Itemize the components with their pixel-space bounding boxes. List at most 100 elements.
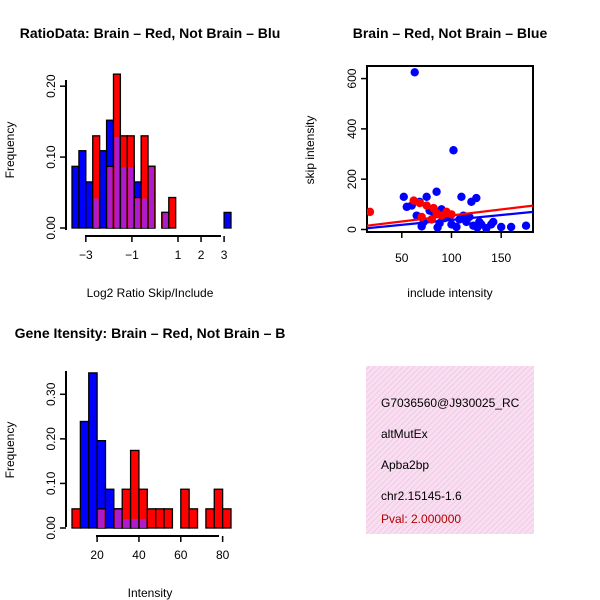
- ratio-bar-overlap-1: [107, 167, 113, 228]
- intensity-bar-brain-0: [71, 508, 82, 529]
- intensity-histogram: Gene Itensity: Brain – Red, Not Brain – …: [3, 325, 285, 600]
- scatter-point-not-brain-1: [449, 146, 458, 155]
- intensity-bar-overlap-4: [139, 519, 147, 528]
- scatter-point-not-brain-25: [521, 221, 531, 230]
- scatter-point-brain-8: [447, 210, 456, 219]
- intensity-bar-not-brain-1: [88, 372, 98, 529]
- intensity-bar-brain-11: [205, 508, 215, 529]
- scatter-point-brain-9: [427, 215, 436, 224]
- ratio-xtick-label-2: 1: [175, 248, 182, 262]
- scatter-plot-box: [366, 65, 534, 233]
- ratio-xtick-label-1: −1: [125, 248, 139, 262]
- scatter-point-not-brain-2: [399, 192, 408, 201]
- intensity-x-ticks: 20 40 60 80: [90, 536, 230, 562]
- ratio-ytick-label-1: 0.10: [44, 145, 58, 169]
- ratio-bar-overlap-6: [142, 198, 148, 228]
- ratio-x-ticks: −3 −1 1 2 3: [79, 236, 228, 262]
- intensity-axes: [65, 371, 219, 537]
- ratio-bar-overlap-7: [149, 167, 154, 228]
- scatter-chart-title: Brain – Red, Not Brain – Blue: [353, 25, 548, 41]
- scatter-point-brain-3: [422, 201, 431, 210]
- intensity-x-label: Intensity: [128, 586, 173, 600]
- scatter-point-not-brain-35: [489, 217, 498, 227]
- intensity-bar-not-brain-0: [79, 420, 90, 529]
- scatter-point-not-brain-17: [452, 222, 461, 232]
- ratio-bar-overlap-3: [121, 167, 127, 228]
- ratio-ytick-label-2: 0.20: [44, 74, 58, 98]
- intensity-y-label: Frequency: [3, 422, 17, 479]
- ratio-bar-not-brain-4: [99, 150, 108, 229]
- ratio-bar-brain-9: [168, 196, 177, 229]
- intensity-chart-title: Gene Itensity: Brain – Red, Not Brain – …: [15, 325, 286, 341]
- intensity-ytick-label-0: 0.00: [44, 516, 58, 540]
- scatter-xtick-label-2: 150: [491, 251, 511, 265]
- ratio-xtick-label-0: −3: [79, 248, 93, 262]
- ratio-bar-not-brain-13: [223, 211, 232, 229]
- info-location: chr2.15145-1.6: [381, 489, 462, 503]
- ratio-bar-overlap-5: [135, 198, 141, 228]
- intensity-bar-brain-13: [221, 508, 232, 529]
- ratio-histogram: RatioData: Brain – Red, Not Brain – Blu …: [3, 25, 280, 300]
- scatter-ytick-label-3: 600: [345, 68, 359, 88]
- ratio-y-label: Frequency: [3, 122, 17, 179]
- intensity-bar-brain-6: [146, 508, 157, 529]
- intensity-bar-overlap-0: [98, 509, 105, 528]
- scatter-point-not-brain-24: [506, 222, 516, 232]
- scatter-point-not-brain-6: [457, 192, 466, 201]
- ratio-bar-not-brain-2: [85, 181, 94, 229]
- intensity-bar-overlap-3: [131, 519, 138, 528]
- intensity-bars: [71, 372, 232, 529]
- intensity-bar-brain-12: [213, 488, 224, 529]
- intensity-bar-brain-4: [129, 449, 140, 529]
- scatter-xtick-label-1: 100: [441, 251, 461, 265]
- intensity-scatter: Brain – Red, Not Brain – Blue 0 200 400 600…: [303, 25, 547, 300]
- scatter-ytick-label-2: 400: [345, 119, 359, 139]
- info-event-type: altMutEx: [381, 427, 428, 441]
- intensity-xtick-label-1: 40: [132, 548, 146, 562]
- intensity-ytick-label-2: 0.20: [44, 427, 58, 451]
- intensity-ytick-label-1: 0.10: [44, 471, 58, 495]
- intensity-bar-brain-7: [155, 508, 165, 529]
- ratio-bar-not-brain-1: [78, 150, 87, 229]
- scatter-x-label: include intensity: [407, 286, 492, 300]
- ratio-chart-title: RatioData: Brain – Red, Not Brain – Blu: [20, 25, 281, 41]
- scatter-point-brain-10: [417, 212, 426, 222]
- intensity-xtick-label-0: 20: [90, 548, 104, 562]
- scatter-point-not-brain-0: [410, 68, 419, 77]
- ratio-xtick-label-3: 2: [198, 248, 205, 262]
- intensity-bar-brain-9: [180, 488, 190, 529]
- info-gene-name: Apba2bp: [381, 458, 429, 472]
- ratio-bars: [71, 73, 232, 229]
- intensity-bar-overlap-1: [114, 509, 122, 528]
- scatter-point-not-brain-23: [496, 222, 506, 232]
- scatter-point-not-brain-36: [473, 223, 482, 232]
- scatter-y-ticks: 0 200 400 600: [345, 68, 367, 233]
- scatter-point-not-brain-30: [402, 202, 411, 212]
- intensity-bar-brain-8: [163, 508, 174, 529]
- ratio-y-ticks: 0.00 0.10 0.20: [44, 74, 66, 240]
- scatter-point-not-brain-4: [422, 192, 431, 201]
- scatter-y-label: skip intensity: [303, 116, 317, 185]
- scatter-point-brain-0: [367, 207, 375, 217]
- ratio-xtick-label-4: 3: [221, 248, 228, 262]
- intensity-ytick-label-3: 0.30: [44, 382, 58, 406]
- info-panel-hatching: [366, 366, 534, 534]
- intensity-bar-brain-10: [188, 508, 199, 529]
- scatter-point-not-brain-38: [433, 223, 442, 232]
- scatter-ytick-label-1: 200: [345, 169, 359, 189]
- scatter-x-ticks: 50 100 150: [395, 232, 512, 265]
- ratio-x-label: Log2 Ratio Skip/Include: [87, 286, 214, 300]
- ratio-axes: [65, 80, 221, 237]
- ratio-bar-overlap-4: [128, 167, 134, 228]
- intensity-bar-overlap-2: [123, 519, 130, 528]
- ratio-bar-overlap-2: [114, 136, 120, 228]
- scatter-xtick-label-0: 50: [395, 251, 409, 265]
- scatter-point-not-brain-5: [432, 187, 441, 196]
- info-panel: G7036560@J930025_RC altMutEx Apba2bp chr…: [366, 366, 534, 534]
- scatter-point-not-brain-8: [472, 193, 481, 203]
- scatter-marks: [367, 68, 533, 232]
- info-pval: Pval: 2.000000: [381, 512, 461, 526]
- scatter-ytick-label-0: 0: [345, 226, 359, 233]
- info-id-text: G7036560@J930025_RC: [381, 396, 520, 410]
